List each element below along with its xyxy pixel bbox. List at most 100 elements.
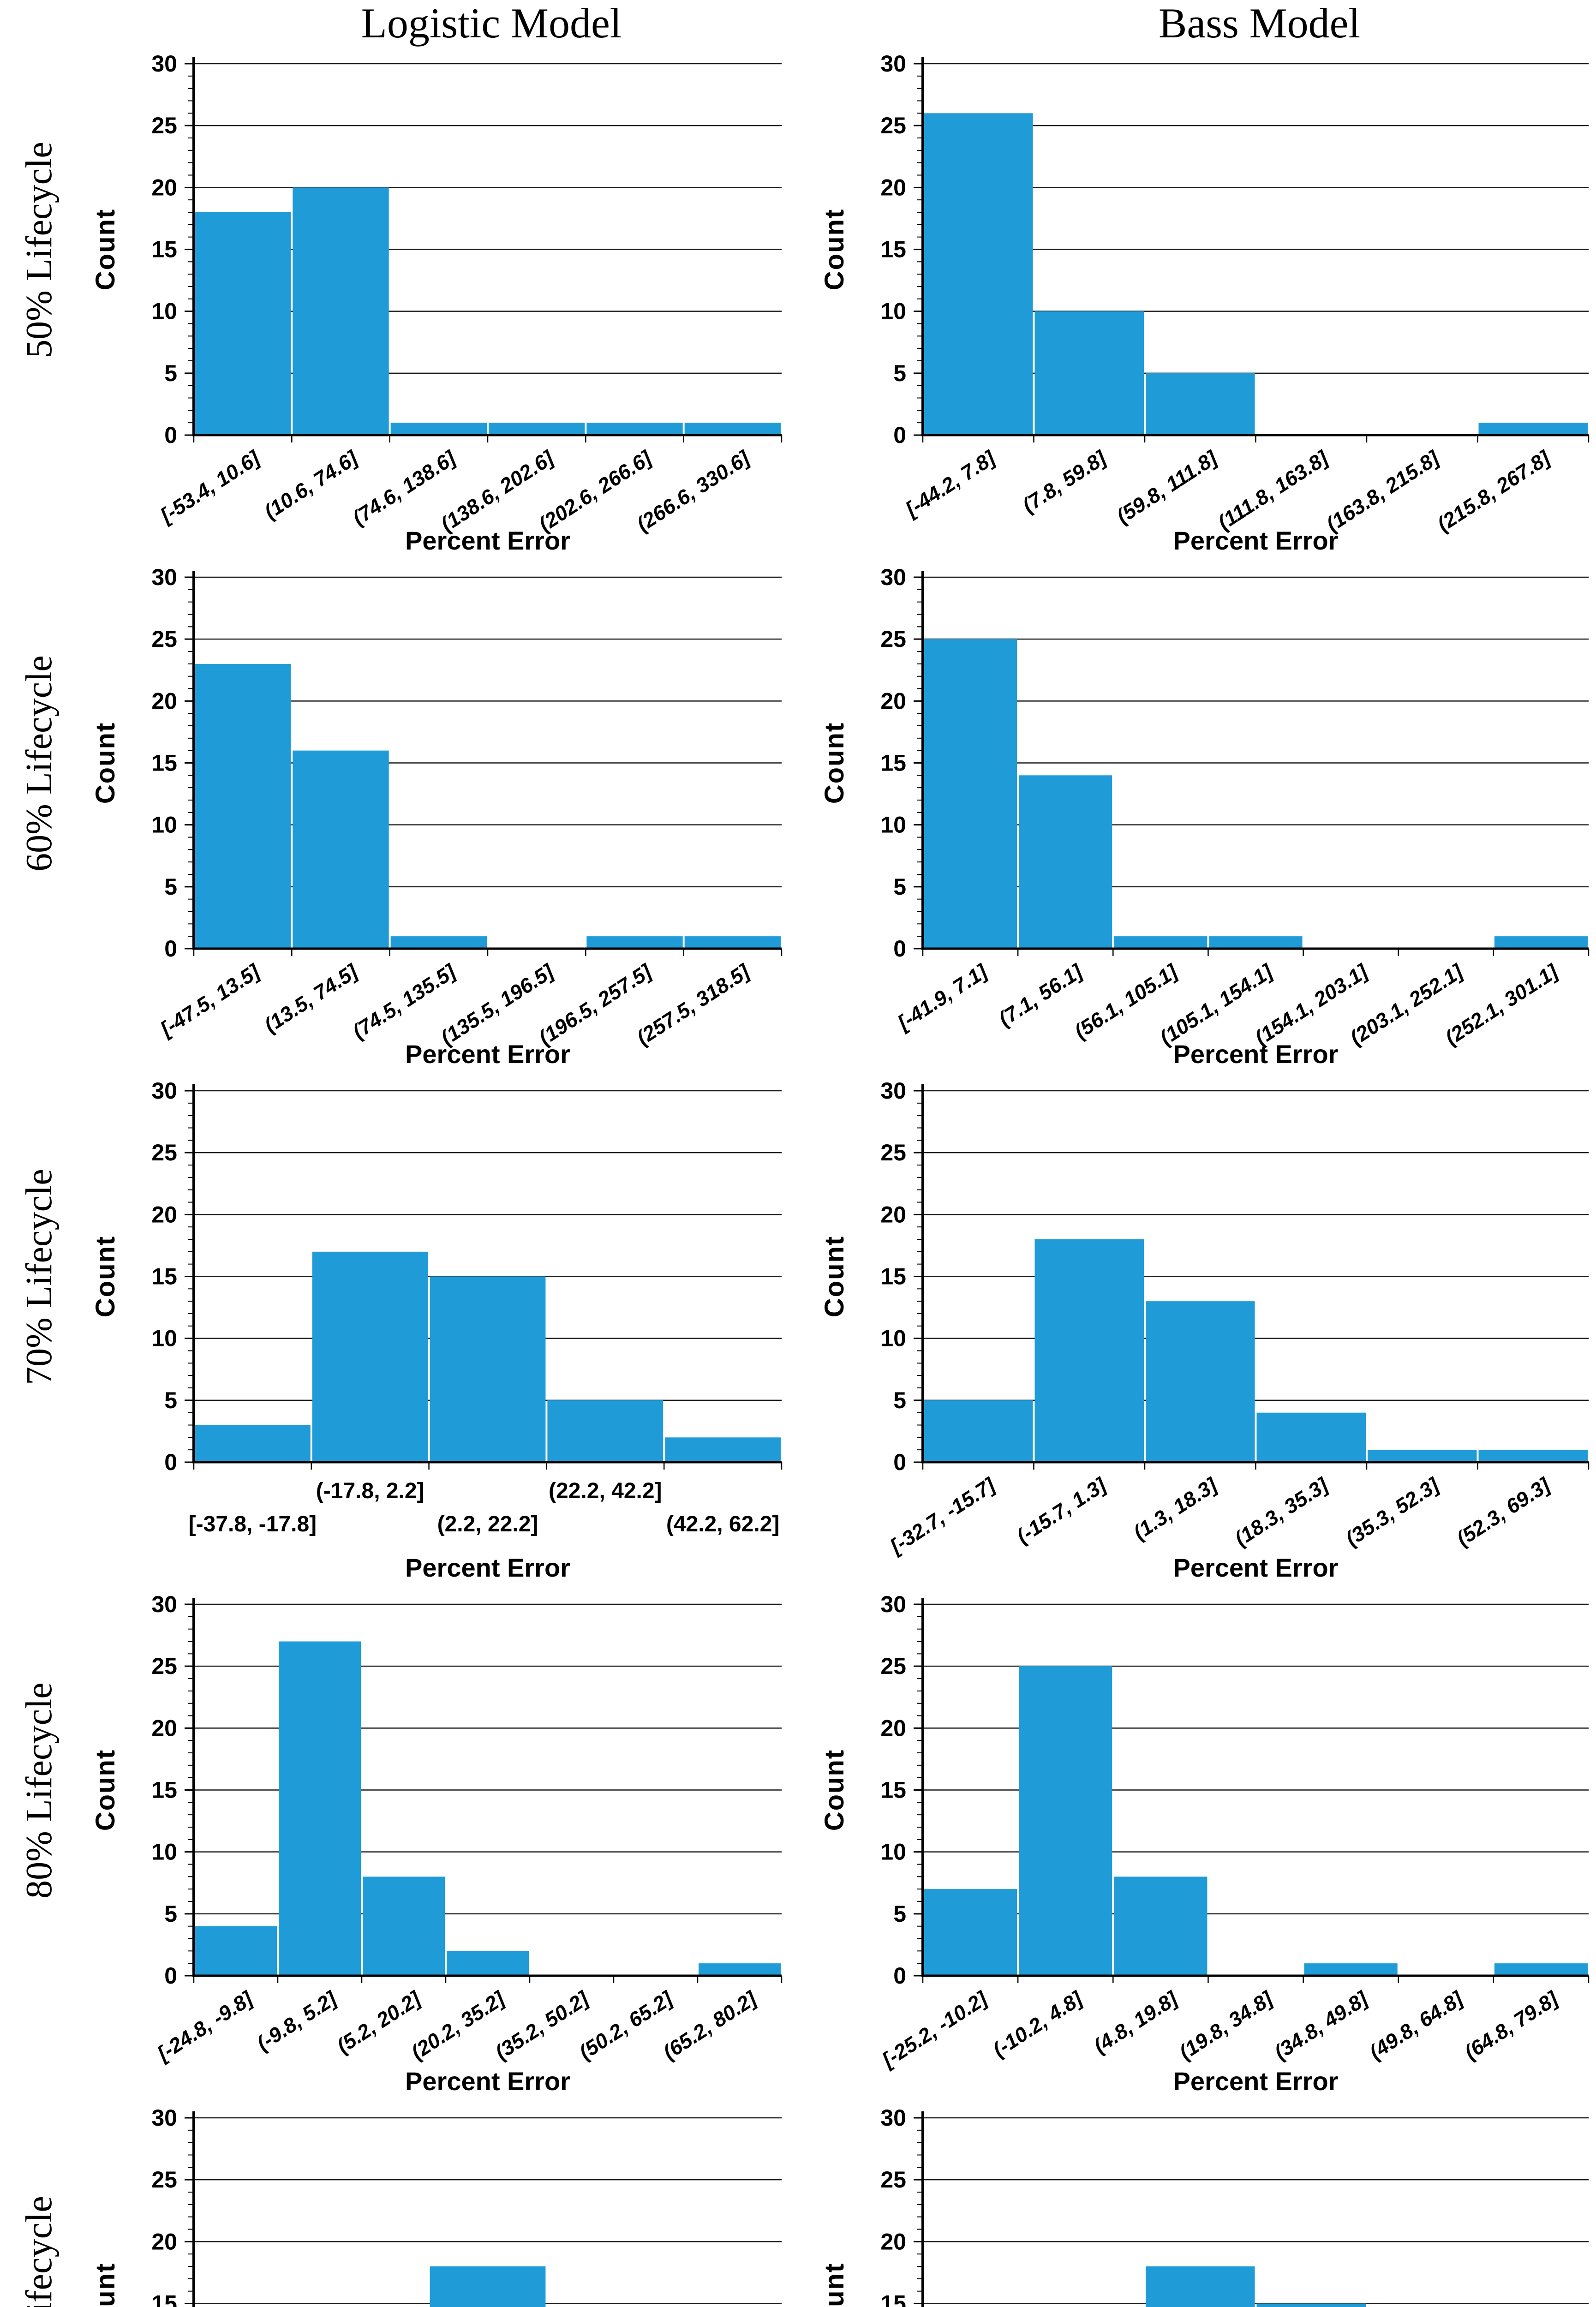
histogram-bar xyxy=(489,423,585,435)
column-title-cell-bass: Bass Model xyxy=(807,0,1596,48)
histogram-bar xyxy=(924,639,1017,949)
histogram-bar xyxy=(1146,1301,1255,1462)
y-tick-label: 10 xyxy=(880,299,906,324)
row-label-60-lifecycle: 60% Lifecycle xyxy=(18,655,60,872)
y-tick-label: 30 xyxy=(880,2105,906,2131)
y-tick-label: 0 xyxy=(164,1449,177,1475)
x-bin-label: (20.2, 35.2] xyxy=(407,1986,509,2064)
chart-row-80: 80% Lifecycle 0 5 10 15 20 25 30 Count [-24.8, -… xyxy=(0,1587,1596,2100)
histogram-bar xyxy=(1034,311,1144,435)
x-bin-label: (22.2, 42.2] xyxy=(549,1479,662,1503)
x-bin-label: (-9.8, 5.2] xyxy=(252,1986,341,2056)
histogram-bar xyxy=(1494,936,1588,949)
x-bin-label: [-44.2, 7.8] xyxy=(901,446,1000,522)
histogram-bar xyxy=(547,1400,664,1462)
x-bin-label: (19.8, 34.8] xyxy=(1175,1986,1277,2064)
y-tick-label: 25 xyxy=(880,626,906,652)
y-tick-label: 5 xyxy=(893,1901,906,1927)
column-title-logistic: Logistic Model xyxy=(361,0,622,47)
histogram-bar xyxy=(1256,2303,1366,2307)
y-tick-label: 25 xyxy=(880,1140,906,1165)
histogram-bar xyxy=(665,1437,781,1462)
histogram-bar xyxy=(1209,936,1303,949)
x-bin-label: (-17.8, 2.2] xyxy=(316,1479,424,1503)
y-tick-label: 25 xyxy=(151,626,177,652)
y-tick-label: 5 xyxy=(893,360,906,386)
histogram-bar xyxy=(586,423,683,435)
column-titles: Logistic Model Bass Model xyxy=(0,0,1596,48)
histogram-bar xyxy=(1494,1963,1588,1976)
histogram-bar xyxy=(1034,1239,1144,1462)
y-tick-label: 15 xyxy=(151,1264,177,1290)
y-tick-label: 15 xyxy=(151,1777,177,1803)
row-label-80-lifecycle: 80% Lifecycle xyxy=(18,1682,60,1899)
histogram-bar xyxy=(390,423,487,435)
y-tick-label: 15 xyxy=(880,237,906,263)
histogram-bar xyxy=(1019,775,1112,949)
y-tick-label: 0 xyxy=(164,422,177,448)
percent-error-axis-title: Percent Error xyxy=(405,526,570,555)
row-label-cell-80: 80% Lifecycle xyxy=(0,1587,78,2100)
histogram-bar xyxy=(699,1963,781,1976)
x-bin-label: (50.2, 65.2] xyxy=(575,1986,677,2064)
x-bin-label: (13.5, 74.5] xyxy=(260,959,362,1037)
y-tick-label: 30 xyxy=(151,1078,177,1104)
histogram-bar xyxy=(390,936,487,949)
y-tick-label: 15 xyxy=(151,237,177,263)
y-tick-label: 20 xyxy=(880,2229,906,2254)
chart-row-70: 70% Lifecycle 0 5 10 15 20 25 30 Count [-37.8, -… xyxy=(0,1073,1596,1587)
y-tick-label: 30 xyxy=(151,2105,177,2131)
count-axis-title: Count xyxy=(90,1749,120,1831)
y-tick-label: 20 xyxy=(151,1715,177,1741)
y-tick-label: 30 xyxy=(151,51,177,77)
count-axis-title: Count xyxy=(819,1749,849,1831)
x-bin-label: (35.2, 50.2] xyxy=(491,1986,593,2064)
histogram-bar xyxy=(1146,2266,1255,2307)
histogram-bar xyxy=(363,1877,445,1976)
y-tick-label: 25 xyxy=(880,1653,906,1679)
x-bin-label: (65.2, 80.2] xyxy=(659,1986,761,2064)
histogram-bar xyxy=(293,187,389,435)
column-title-cell-logistic: Logistic Model xyxy=(78,0,789,48)
y-tick-label: 10 xyxy=(880,812,906,838)
y-tick-label: 30 xyxy=(880,564,906,590)
y-tick-label: 30 xyxy=(880,51,906,77)
x-bin-label: (10.6, 74.6] xyxy=(260,446,362,524)
x-bin-label: (215.8, 267.8] xyxy=(1433,446,1554,536)
x-bin-label: [-53.4, 10.6] xyxy=(155,446,265,528)
count-axis-title: Count xyxy=(90,722,120,804)
x-bin-label: (42.2, 62.2] xyxy=(666,1512,779,1536)
count-axis-title: Count xyxy=(819,209,849,291)
chart-row-60: 60% Lifecycle 0 5 10 15 20 25 30 Count [-47.5, 1… xyxy=(0,560,1596,1073)
y-tick-label: 25 xyxy=(151,2167,177,2193)
histogram-bar xyxy=(447,1951,529,1976)
x-bin-label: (35.3, 52.3] xyxy=(1341,1473,1444,1551)
count-axis-title: Count xyxy=(90,209,120,291)
y-tick-label: 0 xyxy=(893,936,906,962)
histogram-bar xyxy=(195,1926,277,1976)
x-bin-label: [-47.5, 13.5] xyxy=(155,959,265,1041)
percent-error-axis-title: Percent Error xyxy=(405,2067,570,2096)
row-label-70-lifecycle: 70% Lifecycle xyxy=(18,1169,60,1385)
y-tick-label: 15 xyxy=(151,750,177,776)
y-tick-label: 15 xyxy=(880,750,906,776)
column-title-bass: Bass Model xyxy=(1159,0,1360,47)
histogram-bar xyxy=(195,663,291,949)
x-bin-label: [-25.2, -10.2] xyxy=(877,1986,992,2073)
histogram-logistic-70: 0 5 10 15 20 25 30 Count [-37.8, -17.8] (-17.8, 2… xyxy=(90,1078,783,1582)
y-tick-label: 10 xyxy=(151,1839,177,1865)
y-tick-label: 5 xyxy=(893,874,906,900)
histogram-bass-70: 0 5 10 15 20 25 30 Count [-32.7, -15.7] (-15.7, 1… xyxy=(819,1078,1590,1582)
histogram-bar xyxy=(586,936,683,949)
histogram-bar xyxy=(1368,1450,1477,1462)
y-tick-label: 20 xyxy=(151,174,177,200)
count-axis-title: Count xyxy=(90,1236,120,1318)
y-tick-label: 20 xyxy=(880,1201,906,1227)
y-tick-label: 10 xyxy=(151,299,177,324)
histogram-bass-80: 0 5 10 15 20 25 30 Count [-25.2, -10.2](-10.2, 4… xyxy=(819,1591,1590,2096)
y-tick-label: 5 xyxy=(164,1387,177,1413)
histogram-bar xyxy=(924,1400,1033,1462)
y-tick-label: 30 xyxy=(151,1591,177,1617)
